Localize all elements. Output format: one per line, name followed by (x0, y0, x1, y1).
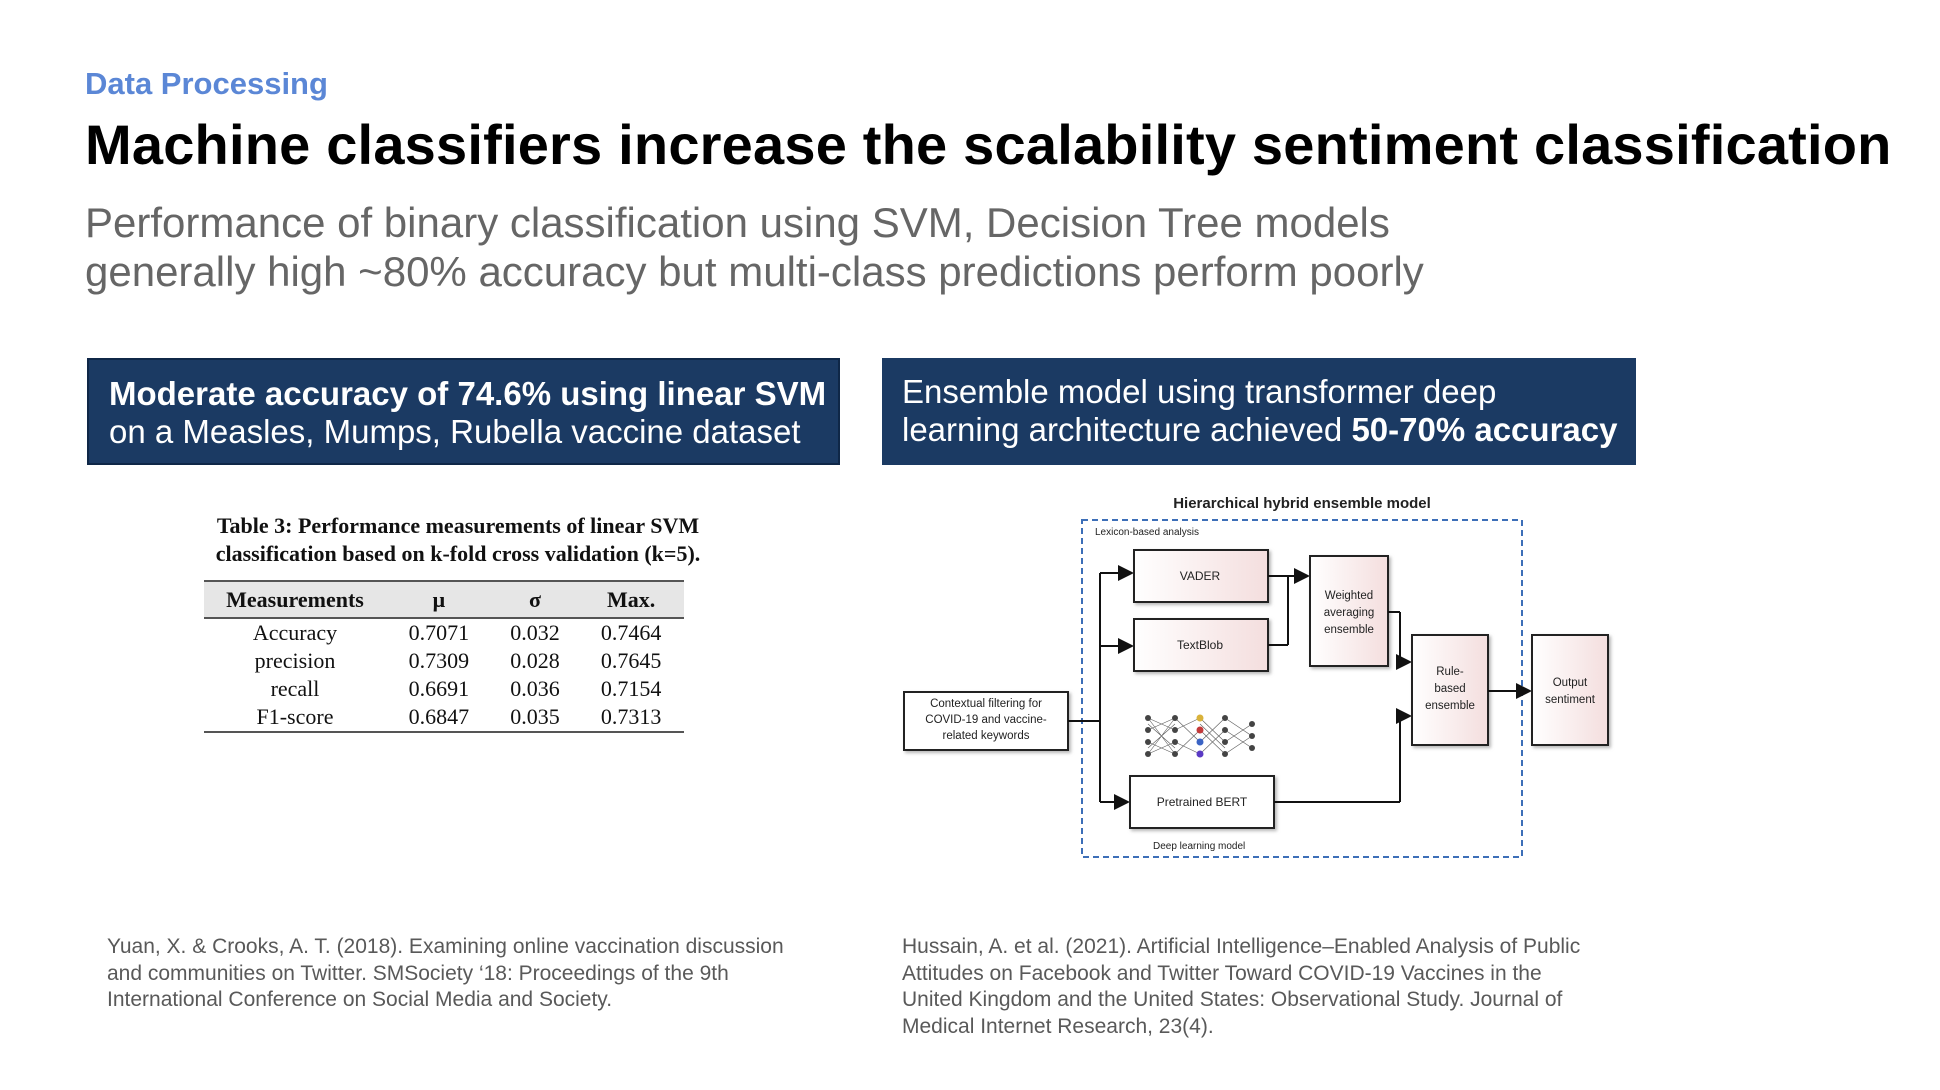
table-header: Max. (578, 580, 684, 619)
left-citation: Yuan, X. & Crooks, A. T. (2018). Examini… (107, 934, 827, 1014)
output-line: sentiment (1545, 694, 1596, 706)
ensemble-diagram-svg: Hierarchical hybrid ensemble model Lexic… (903, 495, 1609, 858)
table-caption: Table 3: Performance measurements of lin… (178, 512, 738, 568)
right-box-prefix: learning architecture achieved (902, 411, 1352, 448)
rule-line: Rule- (1436, 666, 1464, 678)
citation-line: International Conference on Social Media… (107, 988, 613, 1011)
performance-table-wrap: Measurements μ σ Max. Accuracy 0.7071 0.… (204, 580, 684, 733)
table-cell: 0.7071 (408, 620, 470, 645)
table-cell: 0.028 (510, 648, 560, 673)
table-cell: 0.6691 (408, 676, 470, 701)
caption-line: classification based on k-fold cross val… (215, 541, 701, 566)
table-cell: 0.7645 (600, 648, 662, 673)
table-cell: 0.7309 (408, 648, 470, 673)
table-row: recall 0.6691 0.036 0.7154 (204, 675, 684, 703)
table-cell: 0.036 (510, 676, 560, 701)
left-box-line: on a Measles, Mumps, Rubella vaccine dat… (109, 413, 801, 450)
weighted-line: averaging (1324, 607, 1375, 619)
table-cell: recall (270, 676, 320, 701)
right-box-line: learning architecture achieved 50-70% ac… (902, 411, 1636, 449)
table-row: Accuracy 0.7071 0.032 0.7464 (204, 618, 684, 647)
textblob-box (1133, 618, 1269, 672)
rule-line: ensemble (1425, 700, 1475, 712)
lexicon-label: Lexicon-based analysis (1095, 527, 1199, 538)
table-cell: 0.035 (491, 703, 579, 733)
output-box (1531, 634, 1609, 746)
table-row: F1-score 0.6847 0.035 0.7313 (204, 703, 684, 733)
right-box-bold: 50-70% accuracy (1351, 411, 1618, 448)
right-box-line: Ensemble model using transformer deep (902, 373, 1497, 410)
right-citation: Hussain, A. et al. (2021). Artificial In… (902, 934, 1662, 1040)
right-highlight-box: Ensemble model using transformer deep le… (882, 358, 1636, 465)
output-line: Output (1553, 677, 1588, 689)
citation-line: Medical Internet Research, 23(4). (902, 1014, 1214, 1038)
bert-label: Pretrained BERT (1157, 795, 1248, 809)
table-header: σ (491, 580, 579, 619)
table-cell: 0.032 (510, 620, 560, 645)
citation-line: and communities on Twitter. SMSociety ‘1… (107, 961, 729, 985)
input-line: Contextual filtering for (930, 698, 1042, 710)
bert-box (1129, 775, 1275, 829)
table-header: Measurements (204, 580, 386, 619)
table-cell: 0.7313 (578, 703, 684, 733)
diagram-title: Hierarchical hybrid ensemble model (1173, 495, 1431, 512)
weighted-line: ensemble (1324, 624, 1374, 636)
subtitle-line: generally high ~80% accuracy but multi-c… (85, 248, 1424, 295)
textblob-label: TextBlob (1177, 638, 1223, 652)
table-cell: 0.7154 (600, 676, 662, 701)
table-header-row: Measurements μ σ Max. (204, 580, 684, 619)
subtitle-line: Performance of binary classification usi… (85, 199, 1390, 246)
slide-subtitle: Performance of binary classification usi… (85, 198, 1785, 296)
left-highlight-box: Moderate accuracy of 74.6% using linear … (87, 358, 840, 465)
table-row: precision 0.7309 0.028 0.7645 (204, 647, 684, 675)
citation-line: Yuan, X. & Crooks, A. T. (2018). Examini… (107, 935, 784, 958)
neural-network-icon (1142, 712, 1260, 766)
rule-ensemble-box (1411, 634, 1489, 746)
input-line: COVID-19 and vaccine- (925, 714, 1047, 726)
input-filter-box (903, 691, 1069, 751)
citation-line: Attitudes on Facebook and Twitter Toward… (902, 961, 1542, 985)
table-cell: F1-score (204, 703, 386, 733)
table-cell: 0.6847 (386, 703, 492, 733)
dashed-container (1081, 519, 1523, 858)
rule-line: based (1434, 683, 1465, 695)
deep-learning-label: Deep learning model (1153, 841, 1245, 852)
performance-table: Measurements μ σ Max. Accuracy 0.7071 0.… (204, 580, 684, 733)
citation-line: United Kingdom and the United States: Ob… (902, 988, 1563, 1011)
ensemble-diagram: Hierarchical hybrid ensemble model Lexic… (900, 490, 1620, 870)
table-cell: precision (254, 648, 336, 673)
table-cell: Accuracy (252, 620, 338, 645)
caption-line: Table 3: Performance measurements of lin… (216, 513, 700, 538)
vader-label: VADER (1180, 569, 1221, 583)
citation-line: Hussain, A. et al. (2021). Artificial In… (902, 935, 1581, 958)
weighted-line: Weighted (1325, 590, 1373, 602)
input-line: related keywords (943, 730, 1030, 742)
slide-title: Machine classifiers increase the scalabi… (85, 113, 1892, 176)
section-label: Data Processing (85, 66, 328, 101)
table-header: μ (386, 580, 492, 619)
left-box-line-bold: Moderate accuracy of 74.6% using linear … (109, 375, 827, 412)
table-cell: 0.7464 (600, 620, 662, 645)
